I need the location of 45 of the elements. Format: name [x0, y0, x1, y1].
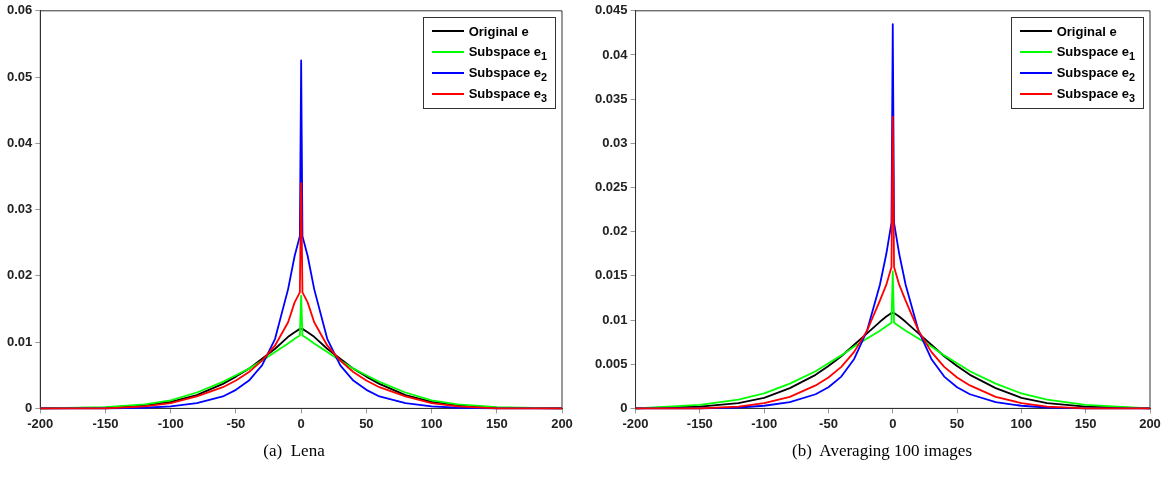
y-tick-label: 0.04: [6, 134, 34, 150]
text: (b) Averaging 100 images: [791, 441, 973, 461]
legend-label: Subspace e$_{1}$: [468, 43, 547, 62]
x-tick-label: 150: [485, 415, 508, 431]
legend-label: Subspace e$_{3}$: [1056, 85, 1135, 104]
x-tick-label: -50: [819, 415, 838, 431]
x-tick-label: 0: [297, 415, 305, 431]
x-tick-label: 100: [1010, 415, 1033, 431]
y-tick-label: 0.06: [6, 2, 33, 18]
y-tick-label: 0: [620, 399, 628, 415]
legend-label: Subspace e$_{3}$: [468, 85, 547, 104]
x-tick-label: 200: [551, 415, 573, 431]
y-tick-label: 0.01: [602, 311, 628, 327]
x-tick-label: 150: [1074, 415, 1097, 431]
x-tick-label: -200: [622, 415, 649, 431]
y-tick-label: 0.05: [6, 68, 33, 84]
y-tick-label: 0.02: [6, 267, 33, 283]
x-tick-label: 200: [1139, 415, 1161, 431]
x-tick-label: -150: [92, 415, 119, 431]
x-tick-label: -200: [27, 415, 54, 431]
legend-label: Subspace e$_{2}$: [468, 64, 547, 83]
y-tick-label: 0.03: [602, 134, 628, 150]
x-tick-label: 50: [359, 415, 374, 431]
x-tick-label: -150: [686, 415, 713, 431]
y-tick-label: 0.015: [594, 267, 628, 283]
y-tick-label: 0.035: [594, 90, 628, 106]
text: (a) Lena: [262, 441, 326, 461]
legend-label: Original e: [1056, 23, 1117, 39]
y-tick-label: 0: [25, 399, 33, 415]
y-tick-label: 0.005: [594, 355, 628, 371]
y-tick-label: 0.02: [602, 223, 628, 239]
y-tick-label: 0.04: [602, 46, 629, 62]
x-tick-label: 100: [420, 415, 443, 431]
y-tick-label: 0.01: [6, 333, 33, 349]
y-tick-label: 0.025: [594, 179, 628, 195]
x-tick-label: 0: [889, 415, 897, 431]
y-tick-label: 0.03: [6, 201, 33, 217]
y-tick-label: 0.045: [594, 2, 628, 18]
legend-label: Subspace e$_{1}$: [1056, 43, 1135, 62]
x-tick-label: -50: [226, 415, 246, 431]
legend-label: Subspace e$_{2}$: [1056, 64, 1135, 83]
legend-label: Original e: [468, 23, 529, 39]
x-tick-label: -100: [157, 415, 184, 431]
x-tick-label: 50: [949, 415, 965, 431]
x-tick-label: -100: [751, 415, 778, 431]
